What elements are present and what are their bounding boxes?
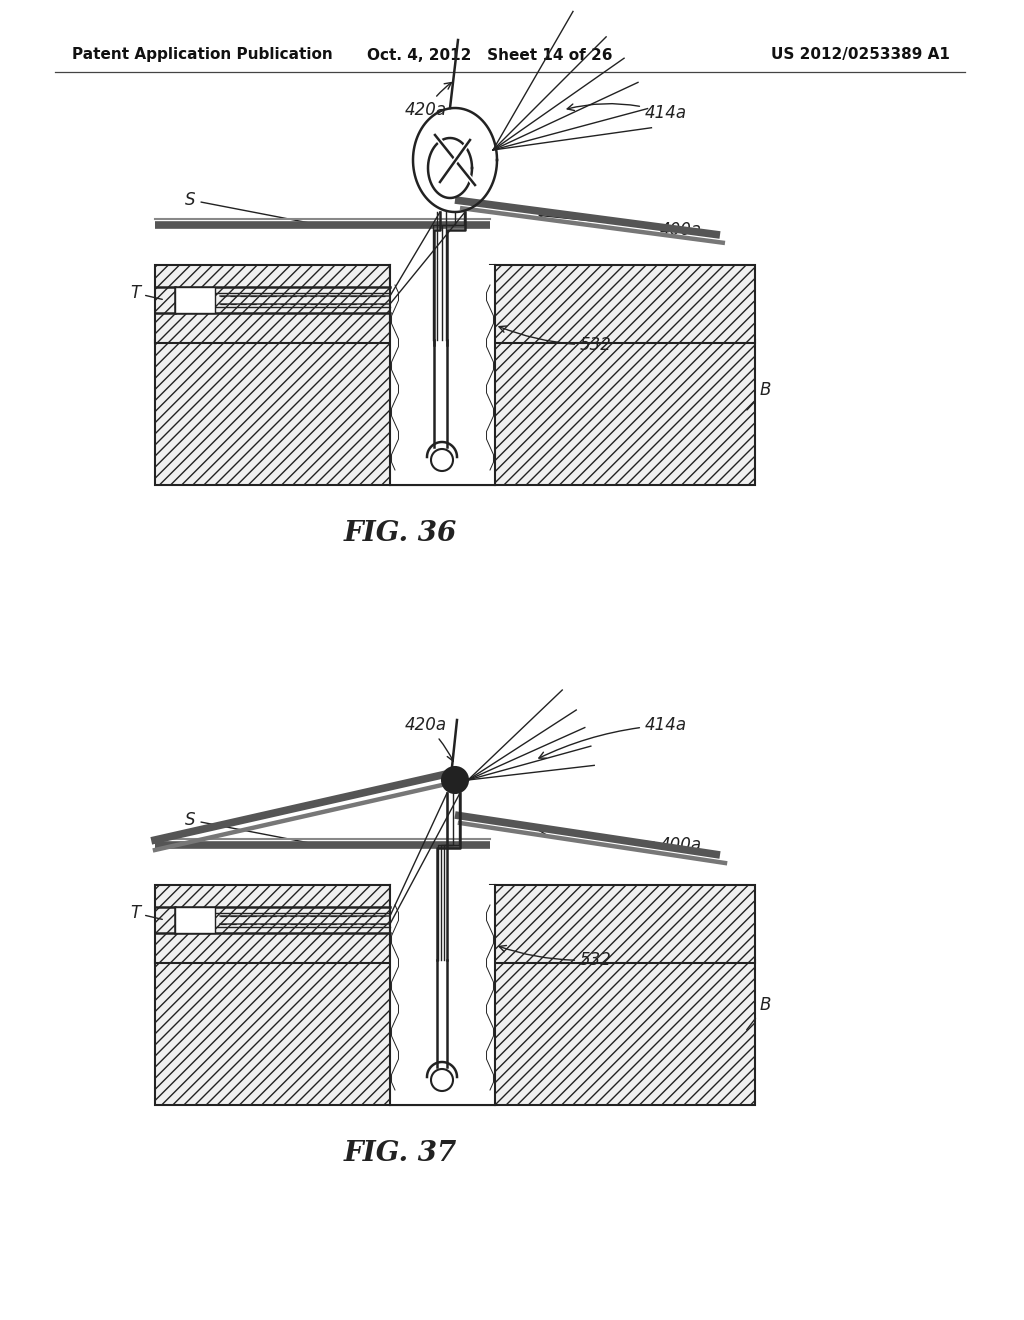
Text: S: S <box>185 191 317 224</box>
Bar <box>175 907 215 933</box>
Text: T: T <box>130 284 162 302</box>
Text: 414a: 414a <box>539 715 687 758</box>
Text: Oct. 4, 2012   Sheet 14 of 26: Oct. 4, 2012 Sheet 14 of 26 <box>368 48 612 62</box>
Text: 420a: 420a <box>406 715 454 762</box>
Bar <box>175 286 215 313</box>
Text: 414a: 414a <box>567 104 687 121</box>
Text: 420a: 420a <box>406 83 452 119</box>
Text: FIG. 36: FIG. 36 <box>343 520 457 546</box>
Text: B: B <box>746 381 771 411</box>
Text: 400a: 400a <box>540 213 702 239</box>
Text: 532: 532 <box>499 326 612 354</box>
Bar <box>155 960 755 1105</box>
Bar <box>155 341 755 484</box>
Polygon shape <box>428 139 472 198</box>
Text: T: T <box>130 904 162 921</box>
Bar <box>390 265 495 484</box>
Text: 532: 532 <box>499 945 612 969</box>
Text: S: S <box>185 810 317 845</box>
Text: FIG. 37: FIG. 37 <box>343 1140 457 1167</box>
Bar <box>490 265 755 343</box>
Text: 400a: 400a <box>540 828 702 854</box>
Bar <box>490 884 755 964</box>
Circle shape <box>442 767 468 793</box>
Text: B: B <box>746 997 771 1030</box>
Bar <box>155 265 390 343</box>
Bar <box>390 884 495 1105</box>
Text: US 2012/0253389 A1: US 2012/0253389 A1 <box>771 48 950 62</box>
Bar <box>155 884 390 964</box>
Circle shape <box>431 449 453 471</box>
Circle shape <box>431 1069 453 1092</box>
Text: Patent Application Publication: Patent Application Publication <box>72 48 333 62</box>
